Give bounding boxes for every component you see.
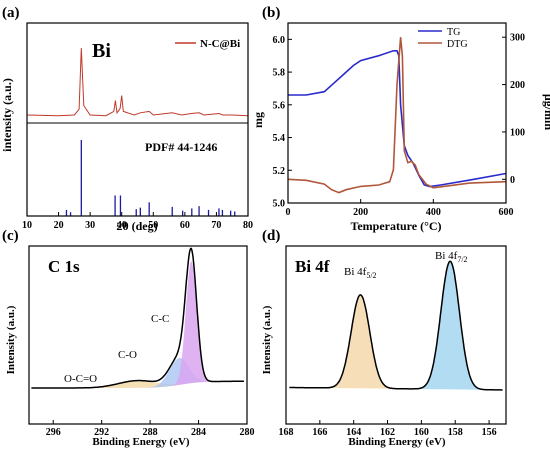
panel-d-xticks: 168 166 164 162 160 158 156 — [279, 420, 497, 438]
panel-c-ylabel: Intensity (a.u.) — [5, 305, 17, 374]
panel-a-xtick-label: 30 — [85, 220, 95, 231]
panel-b-ylabel-left: mg — [251, 112, 265, 128]
panel-a-xtick-label: 10 — [22, 220, 32, 231]
panel-d-xtick-label: 156 — [482, 427, 497, 438]
panel-b-ytick-left-label: 5.2 — [273, 166, 286, 177]
panel-b-ylabel-right: μg/min — [542, 94, 550, 130]
panel-a-element-label: Bi — [92, 40, 111, 62]
panel-b-ytick-right-label: 200 — [510, 80, 525, 91]
panel-a-reference-bars — [65, 140, 236, 216]
panel-b-xtick-label: 600 — [499, 207, 514, 218]
panel-a-frame — [26, 22, 249, 217]
panel-b-ytick-right-label: 100 — [510, 127, 525, 138]
panel-d-xtick-label: 164 — [346, 427, 361, 438]
panel-c-xtick-label: 284 — [191, 427, 206, 438]
panel-a-legend-label: N-C@Bi — [200, 38, 240, 50]
panel-b-ticks: 0 200 400 600 5.0 5.2 5.4 5.6 5.8 6.0 0 100 200 300 — [273, 33, 526, 218]
panel-c-cc-peak — [162, 261, 223, 387]
panel-d-xtick-label: 162 — [380, 427, 395, 438]
panel-c-label-cc: C-C — [151, 313, 169, 325]
panel-c-xtick-label: 292 — [94, 427, 109, 438]
panel-b-legend-tg: TG — [447, 27, 460, 38]
panel-b-ytick-left-label: 5.8 — [273, 68, 286, 79]
panel-c-label-co: C-O — [118, 349, 137, 361]
panel-b-frame — [287, 22, 507, 204]
panel-b-xtick-label: 200 — [353, 207, 368, 218]
panel-c: (c) Intensity (a.u.) C 1s C-C C-O O-C=O … — [2, 228, 255, 448]
panel-b-ytick-right-label: 300 — [510, 33, 525, 44]
panel-d-xtick-label: 168 — [279, 427, 294, 438]
panel-d-bi52-peak — [319, 294, 402, 389]
panel-d-xtick-label: 160 — [414, 427, 429, 438]
panel-b: (b) mg μg/min 0 200 400 600 5.0 5.2 5.4 5.6 5.8 6… — [251, 5, 550, 233]
panel-d-element-label: Bi 4f — [295, 257, 330, 276]
panel-b-ytick-left-label: 5.4 — [273, 133, 286, 144]
panel-d-xlabel: Binding Energy (eV) — [348, 436, 446, 448]
panel-c-xtick-label: 296 — [46, 427, 61, 438]
panel-b-dtg-line — [287, 37, 507, 194]
panel-d-label-bi72: Bi 4f7/2 — [435, 250, 468, 264]
panel-d-label-bi52: Bi 4f5/2 — [344, 266, 377, 280]
panel-c-oco-peak — [77, 380, 181, 388]
panel-c-envelope — [31, 247, 244, 389]
panel-b-xtick-label: 0 — [286, 207, 291, 218]
panel-c-xtick-label: 280 — [240, 427, 255, 438]
panel-b-ytick-right-label: 0 — [510, 175, 515, 186]
panel-d-ylabel: Intensity (a.u.) — [261, 305, 273, 374]
panel-b-legend-dtg: DTG — [447, 39, 468, 50]
panel-a: (a) intensity (a.u.) 10 20 30 40 50 60 70 80 2θ… — [0, 5, 253, 233]
panel-a-xlabel: 2θ (deg) — [116, 219, 157, 233]
panel-a-xtick-label: 20 — [54, 220, 64, 231]
panel-a-xtick-label: 50 — [148, 220, 158, 231]
panel-c-frame — [28, 245, 248, 425]
panel-a-xtick-label: 60 — [180, 220, 190, 231]
panel-d-envelope — [289, 260, 503, 391]
panel-a-pdf-label: PDF# 44-1246 — [145, 140, 217, 154]
panel-b-ytick-left-label: 5.0 — [273, 199, 286, 210]
panel-b-ytick-left-label: 6.0 — [273, 35, 286, 46]
panel-c-tag: (c) — [2, 228, 19, 244]
panel-a-xrd-line — [26, 47, 249, 117]
panel-d-xtick-label: 158 — [448, 427, 463, 438]
panel-d-bi72-peak — [407, 261, 490, 390]
panel-a-xtick-label: 40 — [117, 220, 127, 231]
panel-c-element-label: C 1s — [48, 257, 80, 276]
panel-c-xlabel: Binding Energy (eV) — [92, 436, 190, 448]
panel-d-frame — [285, 245, 507, 425]
panel-a-xtick-label: 70 — [211, 220, 221, 231]
panel-d-tag: (d) — [262, 228, 280, 244]
panel-b-ytick-left-label: 5.6 — [273, 100, 286, 111]
panel-c-label-oco: O-C=O — [64, 373, 97, 385]
panel-b-xtick-label: 400 — [426, 207, 441, 218]
panel-a-xtick-label: 80 — [243, 220, 253, 231]
panel-a-tag: (a) — [2, 5, 20, 21]
panel-a-ylabel: intensity (a.u.) — [0, 78, 14, 152]
panel-c-xtick-label: 288 — [143, 427, 158, 438]
panel-b-tg-line — [288, 50, 507, 188]
panel-b-tag: (b) — [262, 5, 280, 21]
panel-b-xlabel: Temperature (°C) — [350, 219, 441, 233]
panel-d: (d) Intensity (a.u.) Bi 4f Bi 4f5/2 Bi 4… — [261, 228, 507, 448]
panel-d-xtick-label: 166 — [312, 427, 327, 438]
